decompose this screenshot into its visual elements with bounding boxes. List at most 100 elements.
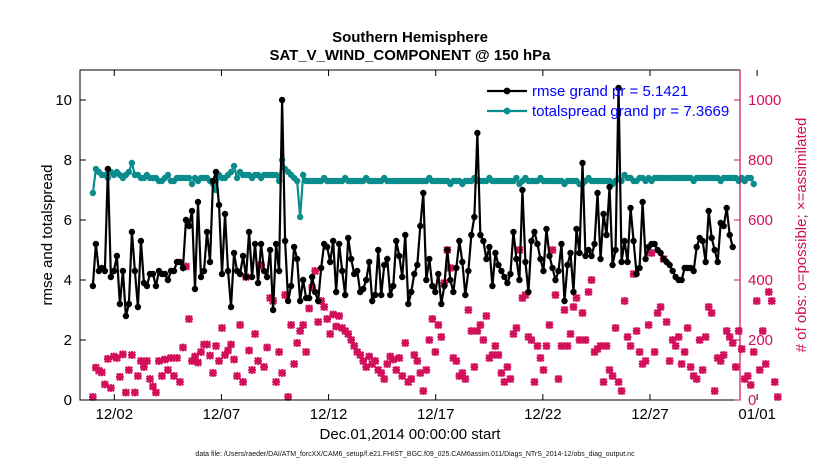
rmse-point [420,189,427,197]
obs-marker [473,327,482,335]
rmse-point [486,243,493,251]
obs-marker [500,378,509,386]
rmse-point [308,273,316,281]
rmse-point [585,246,592,254]
x-tick-label: 12/22 [524,406,562,423]
left-tick-label: 8 [64,152,72,169]
obs-marker [557,342,566,350]
rmse-point [125,300,133,308]
obs-marker [194,358,202,367]
rmse-point [152,282,160,290]
obs-marker [299,321,308,329]
obs-marker [407,375,416,383]
obs-marker [746,381,755,389]
obs-marker [722,327,731,335]
data-file-footer: data file: /Users/raeder/DAI/ATM_forcXX/… [195,451,635,458]
obs-marker [512,324,521,332]
obs-marker [701,333,710,341]
rmse-point [402,231,409,239]
rmse-point [341,291,349,299]
obs-marker [278,369,287,377]
obs-marker [178,343,187,352]
rmse-point [441,282,448,290]
obs-marker [302,348,311,356]
obs-marker [533,342,542,350]
obs-marker [422,366,431,374]
obs-marker [206,351,214,360]
rmse-point [251,240,259,248]
rmse-point [143,282,151,290]
rmse-point [666,261,673,269]
totalspread-point [128,159,136,167]
rmse-point [203,228,211,236]
obs-marker [392,366,401,374]
rmse-point [624,258,631,266]
rmse-point [161,270,169,278]
totalspread-point [750,180,757,188]
rmse-point [314,297,322,305]
obs-marker [668,336,677,344]
obs-marker [677,360,686,368]
obs-marker [452,357,461,365]
rmse-point [471,213,478,221]
rmse-point [245,228,253,236]
rmse-point [338,267,346,275]
rmse-point [384,255,391,263]
rmse-point [116,300,124,308]
rmse-point [588,252,595,260]
obs-marker [145,375,154,383]
rmse-point [678,276,685,284]
obs-marker [488,351,497,359]
rmse-point [405,300,412,308]
rmse-point [354,267,361,275]
rmse-point [278,96,286,104]
rmse-point [236,270,244,278]
obs-marker [344,330,353,338]
rmse-point [720,222,727,230]
obs-marker [620,297,629,305]
obs-marker [674,333,683,341]
x-tick-label: 12/17 [417,406,455,423]
obs-marker [572,294,581,302]
rmse-point [702,258,709,266]
obs-marker [203,340,211,349]
rmse-point [438,300,445,308]
totalspread-point [299,171,307,179]
rmse-point [212,168,220,176]
rmse-point [612,246,619,254]
rmse-point [513,255,520,263]
rmse-point [633,270,640,278]
right-tick-label: 600 [748,212,773,229]
rmse-point [723,204,730,212]
obs-marker [332,322,341,331]
rmse-point [218,270,226,278]
obs-marker [263,343,272,352]
legend-label: rmse grand pr = 5.1421 [532,83,688,100]
rmse-point [567,249,574,257]
obs-marker [148,382,157,391]
totalspread-point [747,174,754,182]
right-axis-label: # of obs: o=possible; ×=assimilated [793,118,810,353]
rmse-point [606,183,613,191]
obs-marker [527,336,536,344]
rmse-point [594,189,601,197]
chart-title-line1: Southern Hemisphere [332,29,488,46]
rmse-point [275,267,283,275]
rmse-point [423,276,430,284]
rmse-point [230,249,238,257]
rmse-point [260,267,268,275]
plot-area: 12/02 12/07 12/12 12/17 12/22 12/27 01/0102468… [39,69,810,423]
obs-marker [437,333,446,341]
obs-marker [614,378,623,386]
obs-marker [191,352,199,361]
obs-marker [743,372,752,380]
obs-assimilated-series [88,246,782,401]
totalspread-series [89,156,757,221]
obs-marker [752,297,761,305]
rmse-point [693,243,700,251]
rmse-point [480,237,487,245]
obs-marker [182,262,190,271]
obs-marker [209,369,217,377]
rmse-point [194,198,202,206]
